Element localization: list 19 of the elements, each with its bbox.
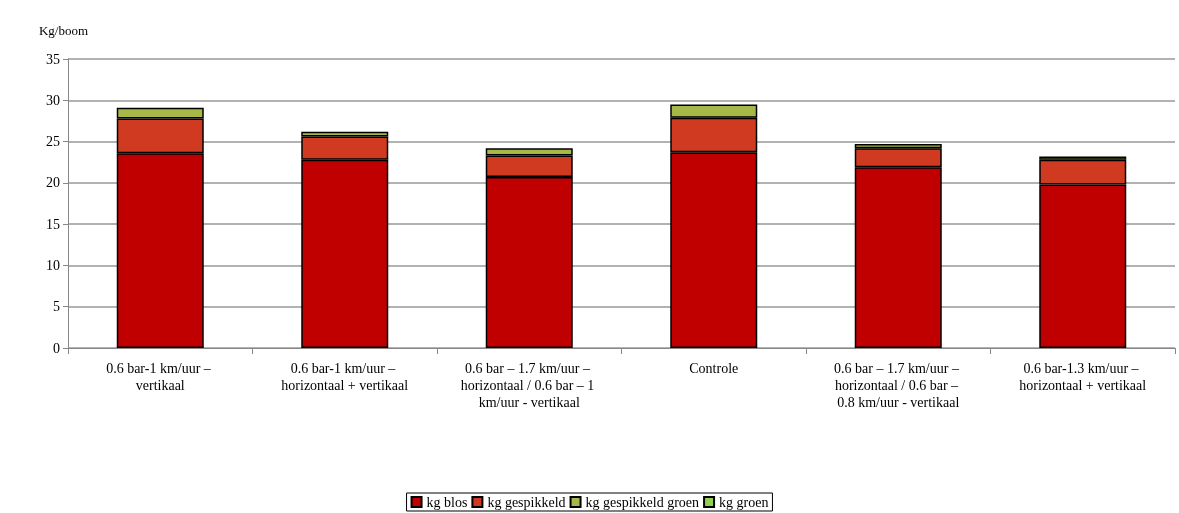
y-tick-label: 30 [46, 92, 60, 108]
y-tick-label: 5 [53, 299, 60, 315]
x-tick-label: Controle [689, 361, 739, 376]
legend-label: kg blos [426, 494, 468, 510]
legend-label: kg gespikkeld [487, 494, 566, 510]
legend-label: kg groen [719, 494, 769, 510]
y-tick-label: 15 [46, 216, 60, 232]
x-tick-label: 0.6 bar-1 km/uur – vertikaal [106, 361, 215, 393]
y-tick-label: 10 [46, 257, 60, 273]
y-tick-label: 0 [53, 340, 60, 356]
x-tick-label: 0.6 bar – 1.7 km/uur – horizontaal / 0.6 bar – 0.8 km/uur - vertikaal [834, 361, 963, 410]
y-tick-label: 20 [46, 175, 60, 191]
x-tick-label: 0.6 bar – 1.7 km/uur – horizontaal / 0.6 bar – 1 km/uur - vertikaal [460, 361, 598, 410]
y-axis-title: Kg/boom [38, 23, 88, 38]
x-tick-label: 0.6 bar-1.3 km/uur – horizontaal + vertikaal [1019, 361, 1147, 393]
x-tick-label: 0.6 bar-1 km/uur – horizontaal + vertikaal [281, 361, 409, 393]
legend-label: kg gespikkeld groen [585, 494, 700, 510]
y-tick-label: 25 [46, 134, 60, 150]
y-tick-label: 35 [46, 51, 60, 67]
